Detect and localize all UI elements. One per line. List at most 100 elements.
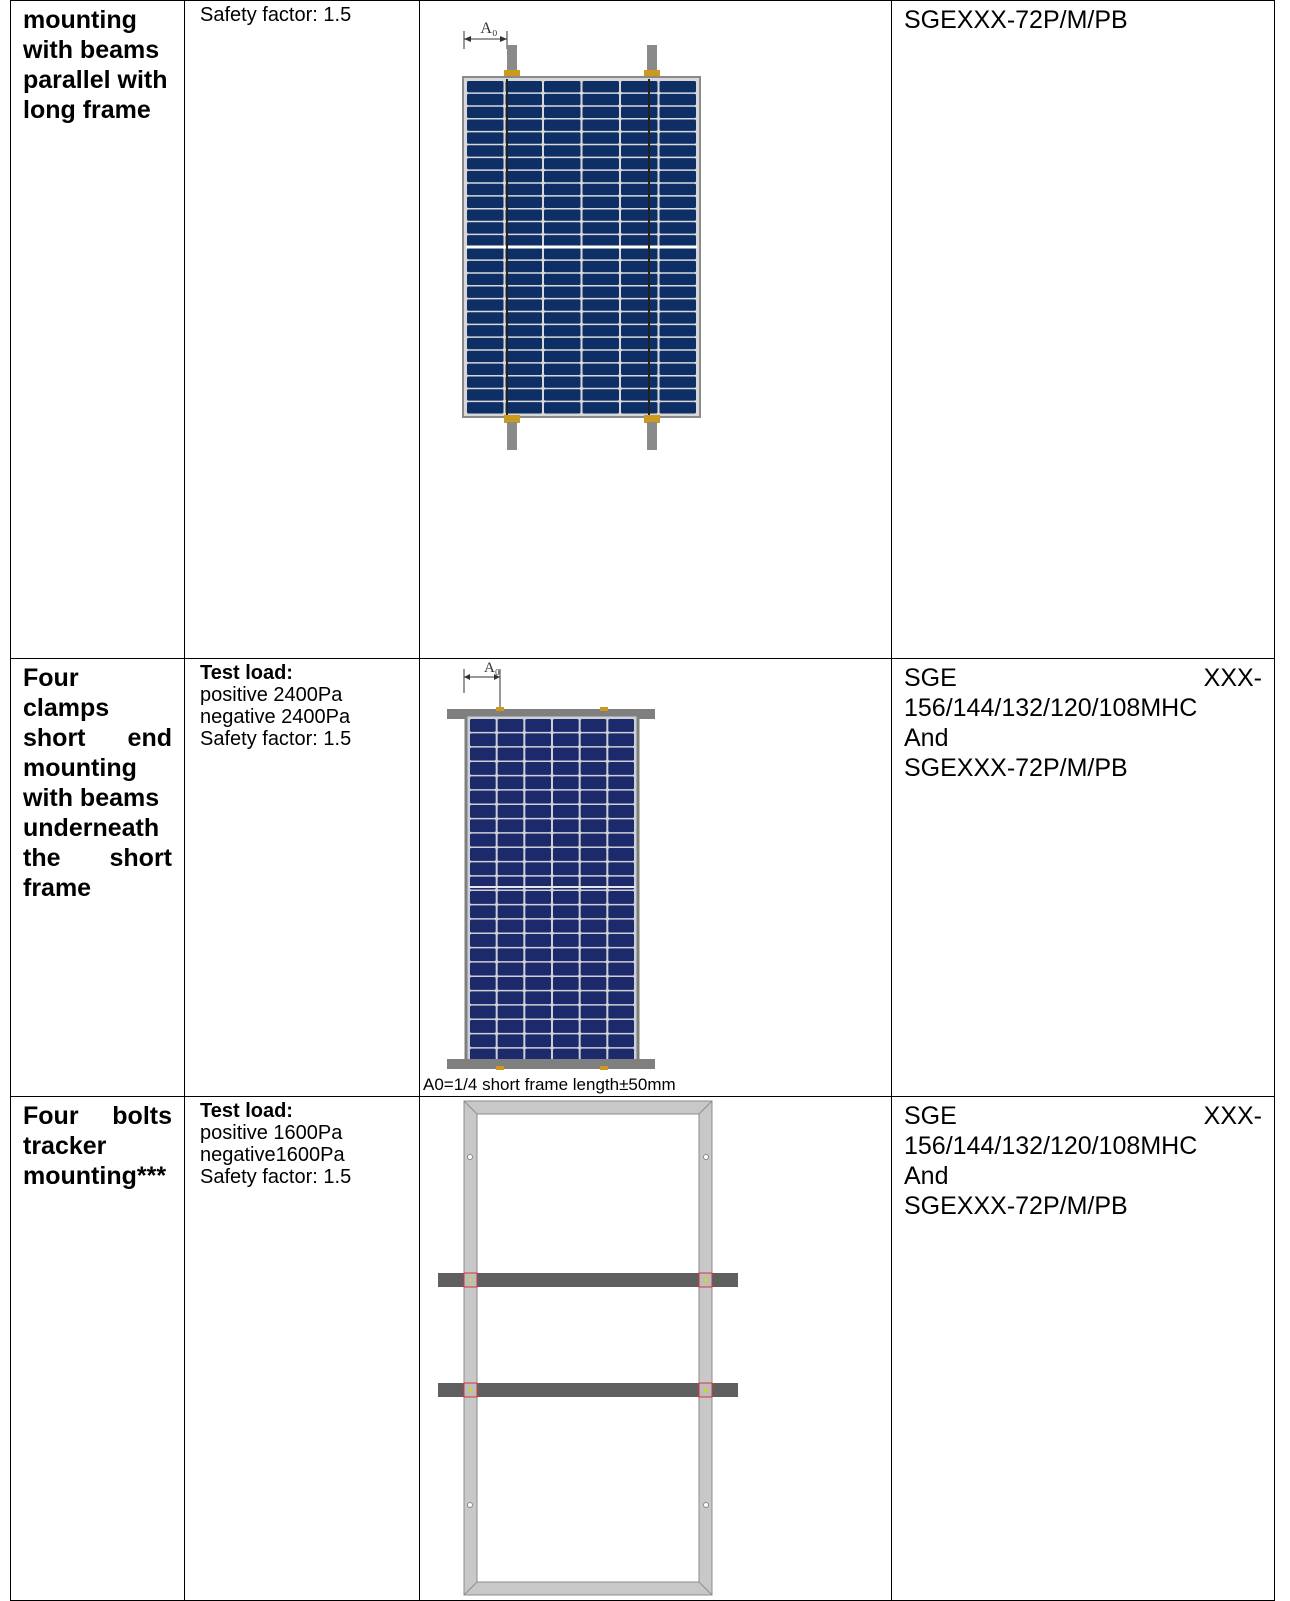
solar-cell [505, 376, 542, 388]
load-line: positive 2400Pa [200, 684, 343, 706]
solar-cell [582, 260, 619, 273]
solar-cell [467, 299, 504, 311]
solar-cell [621, 119, 658, 131]
solar-cell [470, 934, 496, 947]
method-line: mounting [23, 6, 137, 34]
solar-cell [467, 119, 504, 131]
solar-cell [621, 222, 658, 234]
model-line: SGEXXX-72P/M/PB [904, 6, 1128, 34]
solar-cell [553, 919, 579, 933]
method-word: short [109, 844, 173, 872]
solar-cell [608, 977, 634, 990]
solar-cell [608, 919, 634, 933]
solar-cell [467, 260, 504, 273]
solar-cell [497, 891, 524, 904]
solar-cell [497, 1020, 524, 1033]
solar-cell [582, 402, 619, 414]
solar-cell [470, 991, 496, 1005]
applicable-models-cell: SGE XXX- 156/144/132/120/108MHC And SGEX… [891, 658, 1275, 1097]
solar-cell [580, 919, 607, 933]
solar-cell [580, 962, 607, 976]
solar-cell [470, 790, 496, 804]
solar-cell [544, 158, 581, 170]
solar-cell [580, 891, 607, 904]
solar-cell [505, 132, 542, 144]
mounting-method-cell: mounting with beams parallel with long f… [10, 0, 185, 659]
solar-cell [553, 848, 579, 861]
solar-cell [505, 93, 542, 106]
solar-cell [467, 196, 504, 208]
solar-cell [470, 1005, 496, 1019]
solar-cell [525, 790, 551, 804]
solar-cell [621, 158, 658, 170]
solar-cell [582, 145, 619, 157]
solar-cell [621, 325, 658, 337]
solar-cell [544, 363, 581, 375]
solar-cell [621, 145, 658, 157]
solar-cell [553, 733, 579, 747]
method-line: mounting [23, 754, 137, 782]
solar-cell [505, 299, 542, 311]
solar-cell [553, 790, 579, 804]
solar-cell [467, 222, 504, 234]
solar-cell [544, 183, 581, 196]
solar-cell [497, 848, 524, 861]
method-word: Four [23, 1102, 79, 1130]
method-line: tracker [23, 1132, 107, 1160]
solar-cell [505, 363, 542, 375]
solar-cell [544, 170, 581, 183]
method-line: mounting*** [23, 1162, 167, 1190]
solar-cell [608, 719, 634, 732]
solar-cell [467, 209, 504, 221]
load-line: Safety factor: 1.5 [200, 1166, 352, 1188]
solar-cell [467, 235, 504, 247]
solar-cell [659, 119, 696, 131]
solar-cell [582, 119, 619, 131]
solar-cell [608, 848, 634, 861]
solar-cell [470, 762, 496, 775]
solar-cell [608, 891, 634, 904]
solar-cell [525, 833, 551, 847]
solar-cell [659, 350, 696, 363]
solar-cell [582, 132, 619, 144]
solar-cell [659, 402, 696, 414]
solar-cell [525, 948, 551, 962]
solar-cell [505, 158, 542, 170]
solar-cell [544, 248, 581, 260]
figure-cell [419, 1096, 892, 1601]
solar-cell [525, 905, 551, 919]
solar-cell [505, 170, 542, 183]
test-load-cell: Safety factor: 1.5 [184, 0, 420, 659]
solar-cell [582, 286, 619, 298]
solar-cell [580, 819, 607, 833]
solar-cell [580, 1020, 607, 1033]
solar-cell [497, 977, 524, 990]
solar-cell [470, 776, 496, 790]
solar-cell [505, 260, 542, 273]
solar-cell [497, 934, 524, 947]
solar-cell [582, 196, 619, 208]
solar-cell [525, 1005, 551, 1019]
load-line: negative 2400Pa [200, 706, 351, 728]
solar-cell [525, 862, 551, 876]
mounting-method-cell: Four bolts tracker mounting*** [10, 1096, 185, 1601]
solar-cell [553, 1005, 579, 1019]
solar-cell [608, 905, 634, 919]
solar-cell [580, 977, 607, 990]
solar-cell [659, 325, 696, 337]
solar-cell [497, 762, 524, 775]
solar-cell [659, 209, 696, 221]
solar-cell [544, 222, 581, 234]
solar-cell [505, 273, 542, 286]
solar-cell [505, 389, 542, 401]
solar-cell [608, 1005, 634, 1019]
solar-cell [580, 934, 607, 947]
applicable-models-cell: SGE XXX- 156/144/132/120/108MHC And SGEX… [891, 1096, 1275, 1601]
solar-cell [544, 209, 581, 221]
solar-cell [470, 862, 496, 876]
solar-cell [505, 183, 542, 196]
solar-cell [582, 209, 619, 221]
solar-cell [497, 819, 524, 833]
solar-cell [544, 376, 581, 388]
method-word: bolts [112, 1102, 172, 1130]
